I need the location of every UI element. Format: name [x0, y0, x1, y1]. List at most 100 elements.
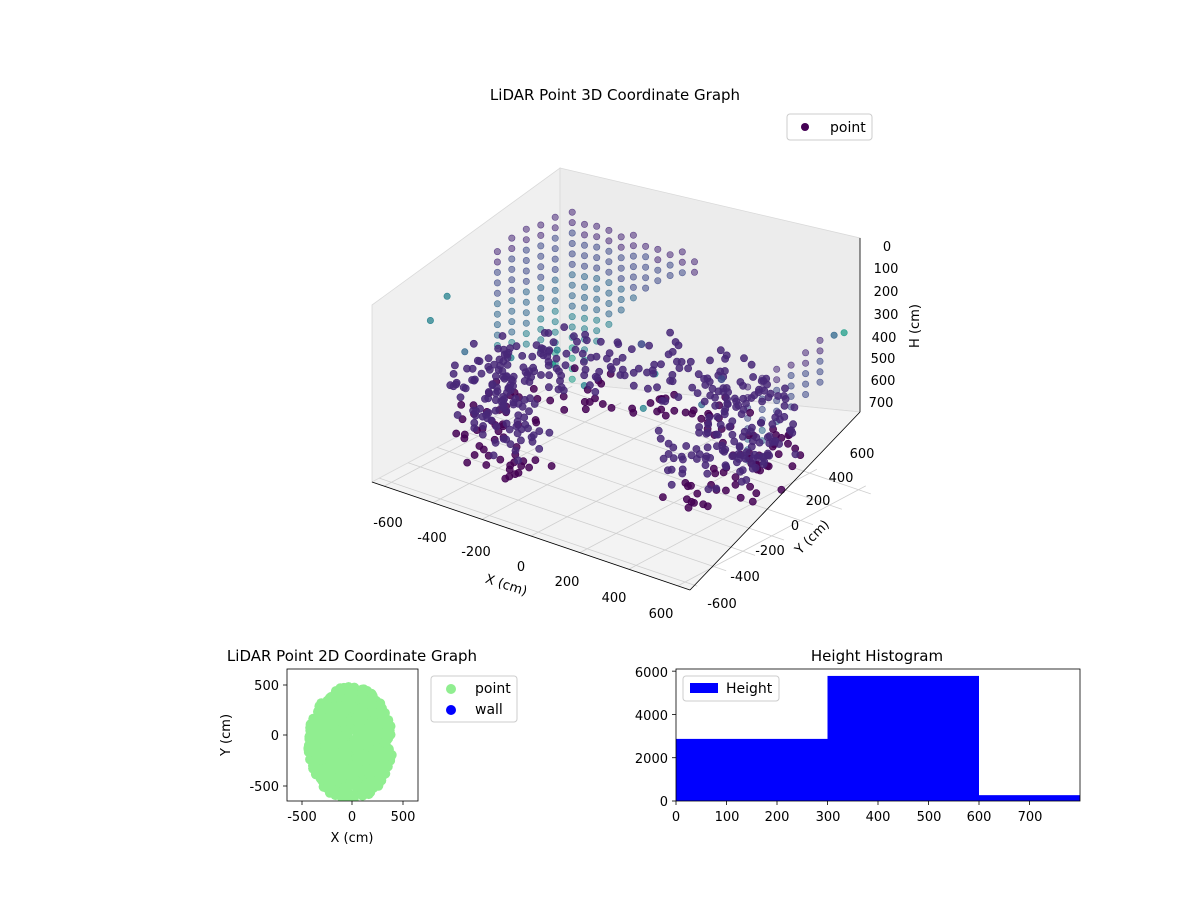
y-tick-label: 2000 [635, 752, 668, 767]
data-point [693, 489, 702, 498]
data-point [706, 391, 715, 400]
data-point [552, 364, 561, 373]
x-tick-label: 500 [391, 810, 416, 825]
data-point [493, 289, 501, 297]
data-point [505, 472, 514, 481]
data-point [731, 394, 739, 403]
data-point [607, 403, 616, 412]
data-point [520, 413, 529, 422]
data-point [551, 245, 559, 253]
data-point [580, 241, 588, 249]
data-point [380, 768, 391, 779]
y-axis-label-2d: Y (cm) [219, 714, 234, 757]
data-point [508, 245, 516, 253]
data-point [654, 426, 663, 435]
data-point [723, 399, 732, 408]
data-point [617, 295, 625, 303]
data-point [740, 354, 748, 363]
data-point [629, 252, 637, 260]
data-point [504, 383, 513, 392]
data-point [368, 745, 379, 756]
data-point [605, 299, 613, 307]
data-point [764, 393, 773, 402]
data-point [508, 297, 516, 305]
data-point [530, 400, 539, 408]
data-point [765, 439, 774, 448]
data-point [546, 396, 555, 405]
data-point [681, 408, 690, 417]
data-point [674, 393, 683, 401]
data-point [552, 354, 561, 363]
data-point [536, 349, 545, 358]
data-point [560, 405, 569, 414]
x-ticks-2d: -500 0 500 [287, 810, 415, 825]
data-point [322, 733, 333, 744]
data-point [494, 344, 502, 353]
data-point [592, 352, 601, 361]
data-point [333, 773, 344, 784]
data-point [491, 406, 500, 415]
y-tick-label: -200 [755, 544, 785, 559]
z-ticks-3d: 0 100 200 300 400 500 600 700 [869, 240, 899, 411]
data-point [522, 267, 530, 275]
data-point [508, 318, 516, 326]
data-point [763, 380, 771, 389]
data-point [377, 728, 388, 739]
data-point [773, 376, 781, 384]
data-point [759, 460, 768, 469]
data-point [711, 469, 720, 478]
data-point [522, 340, 530, 348]
data-point [580, 252, 588, 260]
data-point [650, 360, 659, 369]
data-point [537, 263, 545, 271]
data-point [802, 390, 810, 398]
chart-3d-title: LiDAR Point 3D Coordinate Graph [490, 86, 740, 104]
data-point [493, 321, 501, 329]
data-point [596, 337, 605, 346]
data-point [617, 275, 625, 283]
data-point [712, 430, 721, 439]
data-point [347, 684, 358, 695]
data-point [742, 448, 751, 457]
data-point [791, 450, 800, 459]
ticks-2d [283, 684, 404, 805]
data-point [678, 258, 686, 266]
data-point [511, 446, 520, 455]
data-point [659, 493, 667, 501]
data-point [776, 415, 784, 424]
data-point [522, 246, 530, 254]
data-point [544, 357, 553, 366]
data-point [537, 336, 545, 344]
data-point [468, 376, 476, 384]
data-point [787, 371, 795, 379]
data-point [459, 383, 468, 392]
y-ticks-3d: -600 -400 -200 0 200 400 600 [707, 447, 874, 612]
z-tick-label: 200 [874, 285, 899, 300]
data-point [593, 222, 601, 230]
data-point [551, 318, 559, 326]
data-point [482, 461, 491, 469]
x-tick-label: 600 [967, 810, 992, 825]
data-point [816, 347, 824, 355]
data-point [568, 281, 576, 289]
y-tick-label: -600 [707, 597, 737, 612]
data-point [335, 712, 346, 723]
data-point [568, 219, 576, 227]
data-point [517, 436, 525, 445]
data-point [450, 361, 459, 370]
data-point [568, 302, 576, 310]
data-point [749, 373, 757, 381]
data-point [697, 414, 706, 423]
data-point [658, 396, 666, 405]
data-point [617, 285, 625, 293]
data-point [802, 370, 810, 378]
data-point [657, 360, 665, 369]
data-point [608, 365, 616, 374]
data-point [345, 771, 356, 782]
data-point [802, 349, 810, 357]
data-point [666, 271, 674, 279]
data-point [703, 443, 712, 452]
data-point [528, 352, 537, 361]
data-point [700, 374, 708, 383]
legend-label: Height [726, 681, 773, 697]
